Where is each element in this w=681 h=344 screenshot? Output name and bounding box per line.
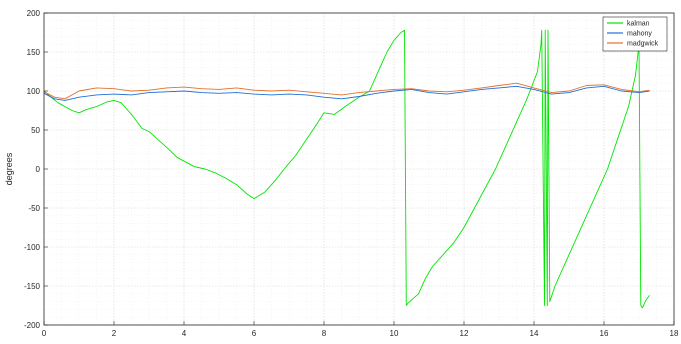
x-tick-label: 16 bbox=[600, 329, 609, 338]
y-tick-label: 150 bbox=[27, 48, 41, 57]
legend-label-madgwick: madgwick bbox=[627, 41, 659, 48]
x-tick-label: 14 bbox=[530, 329, 539, 338]
ticks-layer: 0 2 4 6 8 10 12 14 16 18 -200 -150 -100 -50 0 50 100 150 2… bbox=[24, 9, 679, 338]
y-tick-label: -200 bbox=[24, 321, 41, 330]
x-tick-label: 18 bbox=[670, 329, 679, 338]
y-tick-label: 200 bbox=[27, 9, 41, 18]
series-layer bbox=[43, 29, 650, 309]
y-tick-label: -100 bbox=[24, 243, 41, 252]
x-tick-label: 6 bbox=[252, 329, 257, 338]
series-line-madgwick bbox=[43, 82, 650, 100]
y-tick-label: 50 bbox=[31, 126, 40, 135]
series-line-kalman bbox=[43, 29, 650, 309]
y-tick-label: 0 bbox=[36, 165, 41, 174]
legend: kalman mahony madgwick bbox=[602, 16, 668, 52]
x-tick-label: 8 bbox=[322, 329, 327, 338]
minor-grid bbox=[44, 13, 674, 325]
x-tick-label: 12 bbox=[460, 329, 469, 338]
x-tick-label: 0 bbox=[42, 329, 47, 338]
legend-label-kalman: kalman bbox=[627, 21, 650, 28]
x-tick-label: 2 bbox=[112, 329, 117, 338]
y-axis-label: degrees bbox=[4, 152, 14, 185]
series-line-mahony bbox=[43, 85, 650, 101]
y-tick-label: -150 bbox=[24, 282, 41, 291]
x-tick-label: 10 bbox=[390, 329, 399, 338]
y-tick-label: 100 bbox=[27, 87, 41, 96]
y-tick-label: -50 bbox=[28, 204, 40, 213]
legend-label-mahony: mahony bbox=[627, 31, 652, 38]
x-tick-label: 4 bbox=[182, 329, 187, 338]
